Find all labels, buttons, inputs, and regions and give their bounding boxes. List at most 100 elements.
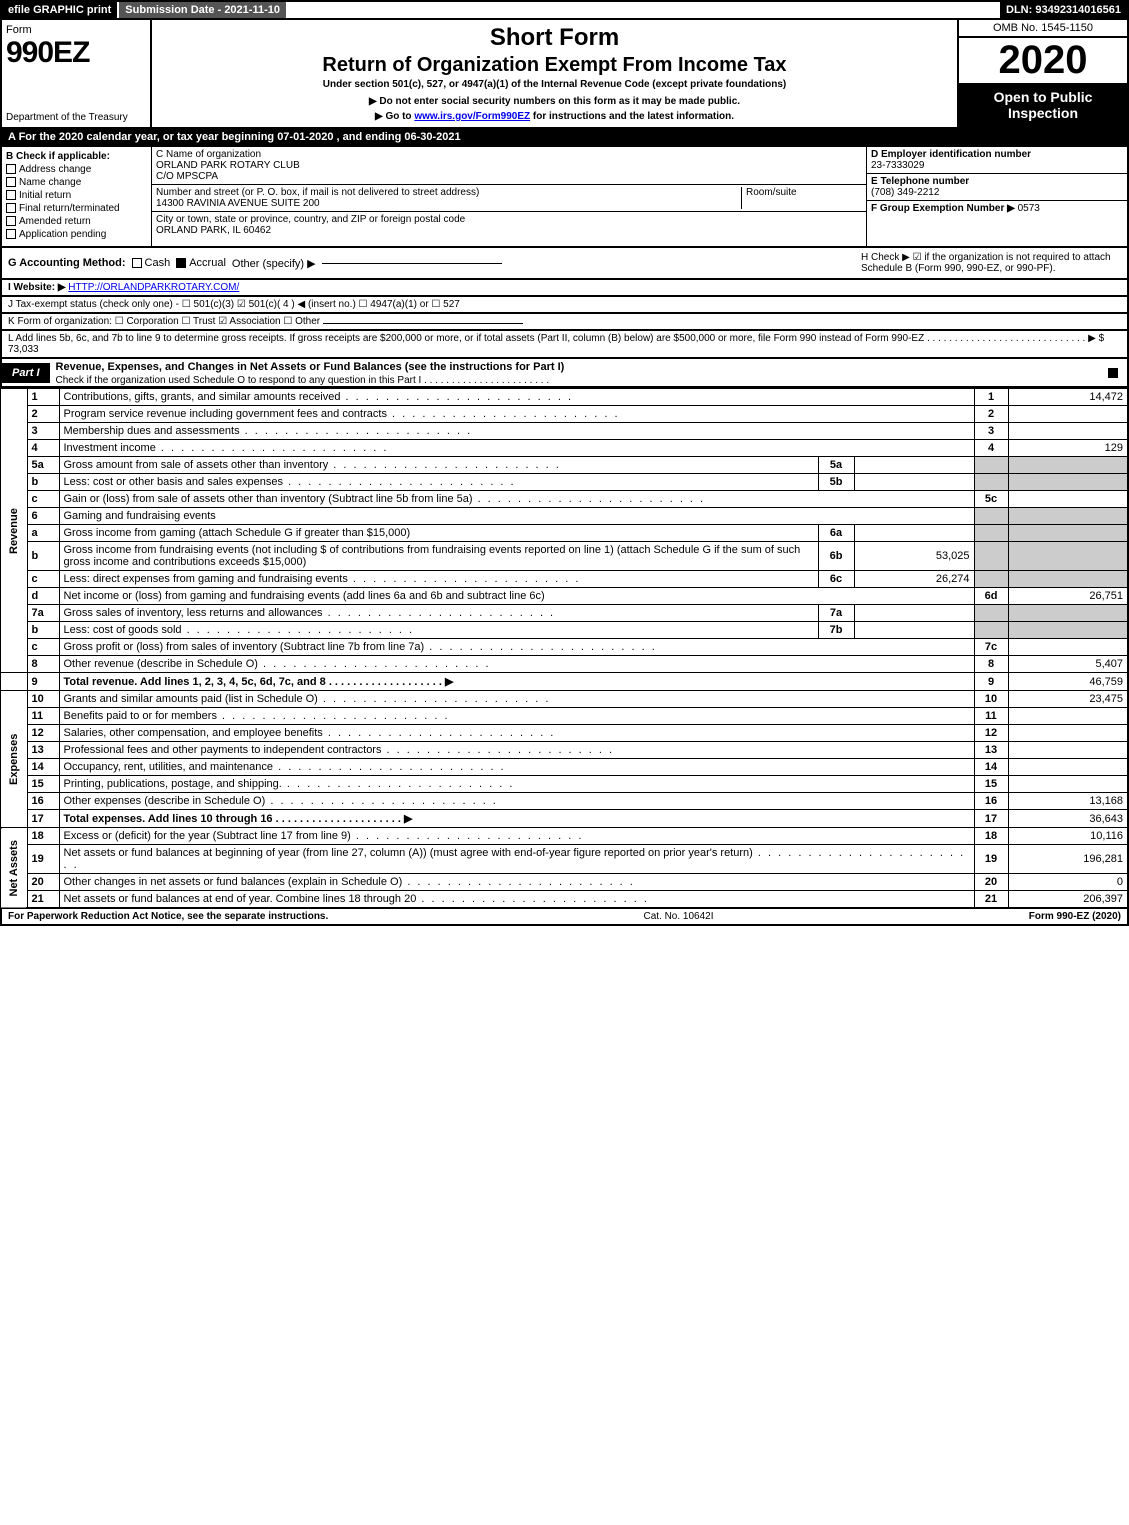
row14-desc: Occupancy, rent, utilities, and maintena… — [59, 759, 974, 776]
row11-desc: Benefits paid to or for members — [59, 708, 974, 725]
row6c-desc: Less: direct expenses from gaming and fu… — [59, 571, 818, 588]
efile-print-button[interactable]: efile GRAPHIC print — [2, 2, 119, 18]
row12-num: 12 — [27, 725, 59, 742]
row6b-col-shade — [974, 542, 1008, 571]
row21-num: 21 — [27, 891, 59, 909]
street-label: Number and street (or P. O. box, if mail… — [156, 187, 737, 198]
row15-desc: Printing, publications, postage, and shi… — [59, 776, 974, 793]
line-g: G Accounting Method: Cash Accrual Other … — [0, 248, 1129, 280]
row-a-period: A For the 2020 calendar year, or tax yea… — [0, 129, 1129, 147]
footer-form-ref: Form 990-EZ (2020) — [1029, 911, 1121, 922]
org-name-row: C Name of organization ORLAND PARK ROTAR… — [152, 147, 866, 185]
city-value: ORLAND PARK, IL 60462 — [156, 225, 862, 236]
row2-desc: Program service revenue including govern… — [59, 406, 974, 423]
row17-desc: Total expenses. Add lines 10 through 16 … — [59, 810, 974, 828]
row13-num: 13 — [27, 742, 59, 759]
chk-cash[interactable]: Cash — [132, 257, 171, 269]
chk-application-pending[interactable]: Application pending — [6, 229, 147, 240]
accounting-other: Other (specify) ▶ — [232, 257, 316, 270]
part1-checkbox[interactable] — [1108, 367, 1127, 379]
city-label: City or town, state or province, country… — [156, 214, 862, 225]
accounting-other-line[interactable] — [322, 263, 502, 264]
form-of-org-other-line[interactable] — [323, 323, 523, 324]
row6c-num: c — [27, 571, 59, 588]
row7c-num: c — [27, 639, 59, 656]
row20-num: 20 — [27, 874, 59, 891]
side-revenue: Revenue — [1, 389, 27, 673]
row6b-desc: Gross income from fundraising events (no… — [59, 542, 818, 571]
row5b-amt-shade — [1008, 474, 1128, 491]
chk-initial-return[interactable]: Initial return — [6, 190, 147, 201]
row9-col: 9 — [974, 673, 1008, 691]
do-not-enter-text: ▶ Do not enter social security numbers o… — [158, 96, 951, 107]
row9-num: 9 — [27, 673, 59, 691]
row16-desc: Other expenses (describe in Schedule O) — [59, 793, 974, 810]
group-exemption-value: 0573 — [1018, 203, 1040, 214]
row7c-desc: Gross profit or (loss) from sales of inv… — [59, 639, 974, 656]
open-to-public: Open to Public Inspection — [959, 83, 1127, 127]
row3-num: 3 — [27, 423, 59, 440]
section-b: B Check if applicable: Address change Na… — [2, 147, 152, 246]
row5a-subnum: 5a — [818, 457, 854, 474]
row2-amt — [1008, 406, 1128, 423]
row10-desc: Grants and similar amounts paid (list in… — [59, 691, 974, 708]
row20-amt: 0 — [1008, 874, 1128, 891]
row18-num: 18 — [27, 828, 59, 845]
line-l-text: L Add lines 5b, 6c, and 7b to line 9 to … — [8, 333, 1104, 344]
row7b-subnum: 7b — [818, 622, 854, 639]
chk-name-change[interactable]: Name change — [6, 177, 147, 188]
header-right: OMB No. 1545-1150 2020 Open to Public In… — [957, 20, 1127, 127]
return-title: Return of Organization Exempt From Incom… — [158, 54, 951, 77]
row4-desc: Investment income — [59, 440, 974, 457]
footer-left: For Paperwork Reduction Act Notice, see … — [8, 911, 328, 922]
row6d-desc: Net income or (loss) from gaming and fun… — [59, 588, 974, 605]
row12-col: 12 — [974, 725, 1008, 742]
row7a-amt-shade — [1008, 605, 1128, 622]
row7a-col-shade — [974, 605, 1008, 622]
form-header: Form 990EZ Department of the Treasury Sh… — [0, 20, 1129, 129]
row6c-subnum: 6c — [818, 571, 854, 588]
part1-tab: Part I — [2, 363, 50, 383]
part1-title: Revenue, Expenses, and Changes in Net As… — [50, 359, 1108, 375]
row21-desc: Net assets or fund balances at end of ye… — [59, 891, 974, 909]
chk-final-return[interactable]: Final return/terminated — [6, 203, 147, 214]
row10-num: 10 — [27, 691, 59, 708]
row4-amt: 129 — [1008, 440, 1128, 457]
row19-amt: 196,281 — [1008, 845, 1128, 874]
row5c-num: c — [27, 491, 59, 508]
row6c-amt-shade — [1008, 571, 1128, 588]
row6-col-shade — [974, 508, 1008, 525]
row4-col: 4 — [974, 440, 1008, 457]
row7b-amt-shade — [1008, 622, 1128, 639]
block-b-c-d: B Check if applicable: Address change Na… — [0, 147, 1129, 248]
street-value: 14300 RAVINIA AVENUE SUITE 200 — [156, 198, 737, 209]
submission-date-button[interactable]: Submission Date - 2021-11-10 — [119, 2, 286, 18]
row8-col: 8 — [974, 656, 1008, 673]
row20-desc: Other changes in net assets or fund bala… — [59, 874, 974, 891]
footer-cat-no: Cat. No. 10642I — [328, 911, 1028, 922]
line-l-value: 73,033 — [8, 344, 39, 355]
row17-col: 17 — [974, 810, 1008, 828]
chk-address-change[interactable]: Address change — [6, 164, 147, 175]
row6b-num: b — [27, 542, 59, 571]
telephone-label: E Telephone number — [871, 176, 1123, 187]
form-of-org: K Form of organization: ☐ Corporation ☐ … — [8, 316, 320, 327]
ein-value: 23-7333029 — [871, 160, 1123, 171]
row7c-col: 7c — [974, 639, 1008, 656]
row18-amt: 10,116 — [1008, 828, 1128, 845]
row7c-amt — [1008, 639, 1128, 656]
row9-desc: Total revenue. Add lines 1, 2, 3, 4, 5c,… — [59, 673, 974, 691]
chk-accrual[interactable]: Accrual — [176, 257, 226, 269]
row7b-col-shade — [974, 622, 1008, 639]
row15-amt — [1008, 776, 1128, 793]
row6b-subval: 53,025 — [854, 542, 974, 571]
row12-amt — [1008, 725, 1128, 742]
chk-amended-return[interactable]: Amended return — [6, 216, 147, 227]
tax-exempt-status: J Tax-exempt status (check only one) - ☐… — [8, 299, 460, 310]
row6d-amt: 26,751 — [1008, 588, 1128, 605]
website-link[interactable]: HTTP://ORLANDPARKROTARY.COM/ — [68, 282, 239, 293]
under-section-text: Under section 501(c), 527, or 4947(a)(1)… — [158, 79, 951, 90]
row17-num: 17 — [27, 810, 59, 828]
top-bar: efile GRAPHIC print Submission Date - 20… — [0, 0, 1129, 20]
goto-link[interactable]: www.irs.gov/Form990EZ — [414, 111, 530, 122]
